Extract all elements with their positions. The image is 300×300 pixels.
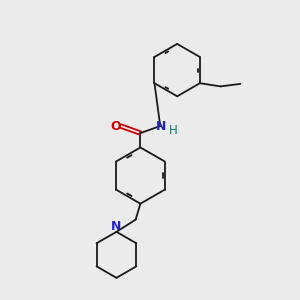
Text: O: O xyxy=(111,119,122,133)
Text: N: N xyxy=(156,119,166,133)
Text: H: H xyxy=(169,124,177,137)
Text: N: N xyxy=(111,220,122,233)
